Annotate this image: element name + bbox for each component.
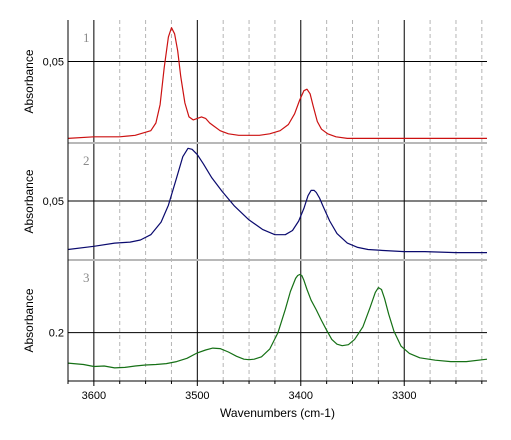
y-tick-label: 0.2 [49, 328, 64, 340]
x-axis-ticks: 3600 3500 3400 3300 [67, 381, 483, 402]
y-axis-label: Absorbance [22, 169, 36, 233]
spectrum-panel-3: 0.2 3 Absorbance [22, 270, 488, 369]
y-axis-label: Absorbance [22, 49, 36, 113]
spectrum-panel-1: 0,05 1 Absorbance [22, 27, 487, 139]
y-axis-label: Absorbance [22, 288, 36, 352]
panel-number: 3 [83, 270, 90, 285]
x-tick-label: 3600 [82, 390, 106, 402]
panel-number: 2 [83, 153, 90, 168]
x-axis-label: Wavenumbers (cm-1) [220, 406, 335, 420]
x-tick-label: 3400 [289, 390, 313, 402]
x-tick-label: 3300 [392, 390, 416, 402]
y-tick-label: 0,05 [43, 196, 64, 208]
spectrum-line-1 [67, 27, 487, 139]
spectrum-panel-2: 0,05 2 Absorbance [22, 147, 487, 254]
spectrum-line-2 [67, 147, 487, 254]
y-tick-label: 0,05 [43, 57, 64, 69]
x-tick-label: 3500 [185, 390, 209, 402]
panel-number: 1 [83, 30, 90, 45]
spectrum-line-3 [67, 273, 488, 369]
